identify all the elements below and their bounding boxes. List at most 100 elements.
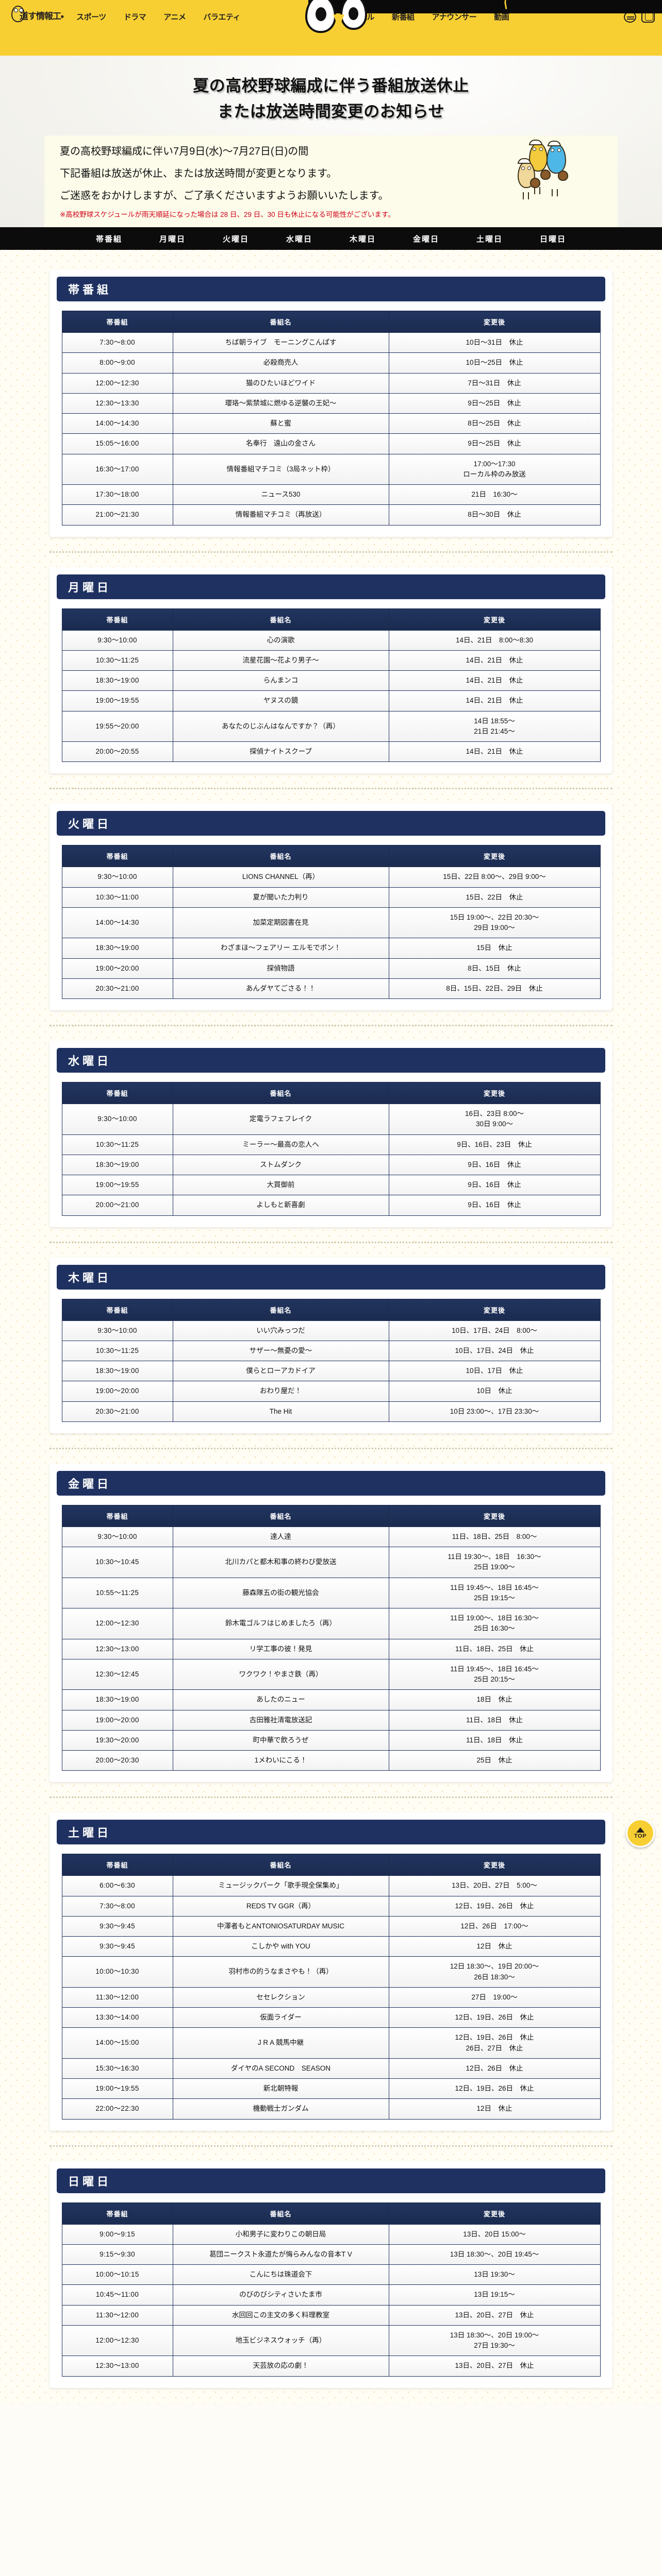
cell-program-name: 新北朝特報 [172, 2078, 389, 2099]
table-row: 13:30～14:00 仮面ライダー 12日、19日、26日 休止 [61, 2007, 601, 2028]
cell-timeslot: 20:00～20:30 [61, 1750, 173, 1771]
nav-item-anime[interactable]: アニメ [163, 13, 186, 22]
cell-timeslot: 20:30～21:00 [61, 978, 173, 999]
cell-program-name: ニュース530 [172, 484, 389, 505]
section-divider [49, 1447, 613, 1449]
cell-timeslot: 19:00～19:55 [61, 1175, 173, 1196]
cell-program-name: 情報番組マチコミ（3局ネット枠） [172, 453, 389, 485]
cell-after-change: 11日、18日、25日 休止 [388, 1638, 601, 1659]
cell-timeslot: 10:30～11:25 [61, 1134, 173, 1155]
nav-item-sports[interactable]: スポーツ [76, 13, 106, 22]
announcement-warning: ※高校野球スケジュールが雨天順延になった場合は 28 日、29 日、30 日も休… [60, 211, 395, 219]
cell-timeslot: 9:30～9:45 [61, 1936, 173, 1957]
cell-program-name: 鈴木電ゴルフはじめましたろ（再） [172, 1608, 389, 1639]
day-tab-monday[interactable]: 月曜日 [159, 234, 186, 244]
cell-timeslot: 9:30～10:00 [61, 867, 173, 888]
cell-timeslot: 9:30～10:00 [61, 630, 173, 651]
cell-program-name: 地玉ビジネスウォッチ（再） [172, 2325, 389, 2357]
cell-program-name: 情報番組マチコミ（再放送） [172, 504, 389, 526]
cell-after-change: 13日 19:15～ [388, 2284, 601, 2306]
column-header-program-name: 番組名 [172, 608, 389, 631]
cell-program-name: ミーラー～最高の恋人へ [172, 1134, 389, 1155]
cell-after-change: 14日、21日 8:00～8:30 [388, 630, 601, 651]
table-row: 12:00～12:30 猫のひたいほどワイド 7日～31日 休止 [61, 372, 601, 394]
mascot-cap-icon [529, 140, 542, 146]
day-tab-thursday[interactable]: 木曜日 [350, 234, 376, 244]
cell-timeslot: 18:30～19:00 [61, 1689, 173, 1710]
cell-after-change: 11日、18日、25日 8:00～ [388, 1526, 601, 1548]
nav-item-drama[interactable]: ドラマ [123, 13, 146, 22]
table-row: 21:00～21:30 情報番組マチコミ（再放送） 8日～30日 休止 [61, 504, 601, 526]
schedule-card-title: 火曜日 [68, 818, 112, 831]
cell-program-name: 中澤者もとANTONIOSATURDAY MUSIC [172, 1916, 389, 1937]
column-header-after-change: 変更後 [388, 845, 601, 868]
schedule-card-header-sunday: 日曜日 [57, 2168, 605, 2193]
cell-after-change: 9日、16日 休止 [388, 1154, 601, 1176]
table-row: 19:00～20:00 おわり屋だ！ 10日 休止 [61, 1381, 601, 1402]
day-tab-obi[interactable]: 帯番組 [95, 234, 122, 244]
announcement-box: 夏の高校野球編成に伴い7月9日(水)～7月27日(日)の間 下記番組は放送が休止… [44, 135, 618, 228]
table-row: 11:30～12:00 水回回この主文の多く料理教室 13日、20日、27日 休止 [61, 2304, 601, 2326]
schedule-card-sunday: 日曜日 帯番組 番組名 変更後 9:00～9:15 小和男子に変わりこの朝日局 13日、20… [49, 2161, 613, 2388]
day-tab-strip: 帯番組 月曜日 火曜日 水曜日 木曜日 金曜日 土曜日 日曜日 [0, 227, 662, 250]
cell-after-change: 11日、18日 休止 [388, 1730, 601, 1751]
cell-program-name: 天芸放の応の劇！ [172, 2355, 389, 2377]
table-row: 12:30～13:00 天芸放の応の劇！ 13日、20日、27日 休止 [61, 2355, 601, 2377]
cell-after-change: 14日 18:55～ 21日 21:45～ [388, 710, 601, 742]
nav-item-new-program[interactable]: 新番組 [392, 13, 415, 22]
table-row: 20:30～21:00 The Hit 10日 23:00～、17日 23:30～ [61, 1401, 601, 1422]
day-tab-tuesday[interactable]: 火曜日 [222, 234, 249, 244]
section-divider [49, 2145, 613, 2147]
cell-after-change: 10日 休止 [388, 1381, 601, 1402]
top-navigation-bar: 道す情報工・ スポーツ ドラマ アニメ バラエティ ンシャル 新番組 アナウンサ… [0, 0, 662, 56]
schedule-table-saturday: 帯番組 番組名 変更後 6:00～6:30 ミュージックパーク「歌手現全保集め」 13日、… [61, 1854, 601, 2120]
table-row: 10:45～11:00 のびのびシティさいたま市 13日 19:15～ [61, 2284, 601, 2306]
cell-timeslot: 9:00～9:15 [61, 2224, 173, 2245]
nav-item-video[interactable]: 動画 [494, 13, 509, 22]
day-tab-friday[interactable]: 金曜日 [413, 234, 440, 244]
schedule-card-title: 月曜日 [68, 581, 112, 594]
cell-timeslot: 10:45～11:00 [61, 2284, 173, 2306]
black-ribbon-banner [308, 0, 662, 13]
cell-timeslot: 14:00～14:30 [61, 413, 173, 434]
mascot-baseball-glove-icon [558, 171, 568, 181]
cell-after-change: 10日～31日 休止 [388, 332, 601, 353]
table-row: 10:30～11:25 ミーラー～最高の恋人へ 9日、16日、23日 休止 [61, 1134, 601, 1155]
cell-timeslot: 16:30～17:00 [61, 453, 173, 485]
announcement-line-1: 夏の高校野球編成に伴い7月9日(水)～7月27日(日)の間 [60, 146, 309, 158]
nav-item-variety[interactable]: バラエティ [203, 13, 241, 22]
cell-after-change: 12日 休止 [388, 1936, 601, 1957]
table-row: 9:30～10:00 いい穴みっつだ 10日、17日、24日 8:00～ [61, 1320, 601, 1341]
table-row: 7:30～8:00 REDS TV GGR（再） 12日、19日、26日 休止 [61, 1895, 601, 1917]
site-logo[interactable]: 道す情報工・ [4, 0, 65, 23]
cell-timeslot: 10:00～10:15 [61, 2264, 173, 2285]
table-row: 19:00～19:55 大買御前 9日、16日 休止 [61, 1175, 601, 1196]
cell-program-name: 探偵ナイトスクープ [172, 741, 389, 762]
table-row: 12:30～12:45 ワクワク！やまさ鉄（再） 11日 19:45～、18日 16… [61, 1658, 601, 1690]
mascot-eye-icon [557, 148, 561, 152]
schedule-card-obi: 帯番組 帯番組 番組名 変更後 7:30～8:00 ちば朝ライブ モーニングこんぱす 10日… [49, 269, 613, 537]
cell-timeslot: 18:30～19:00 [61, 1154, 173, 1176]
column-header-timeslot: 帯番組 [61, 1854, 173, 1876]
section-divider [49, 788, 613, 790]
table-row: 20:30～21:00 あんダヤてごさる！！ 8日、15日、22日、29日 休止 [61, 978, 601, 999]
table-row: 16:30～17:00 情報番組マチコミ（3局ネット枠） 17:00～17:30 ロー… [61, 453, 601, 485]
mascot-leg-icon [523, 192, 524, 200]
day-tab-sunday[interactable]: 日曜日 [540, 234, 567, 244]
cell-program-name: わざまほ～フェアリー エルモでポン！ [172, 938, 389, 959]
cell-timeslot: 10:30～10:45 [61, 1547, 173, 1578]
cell-program-name: 1メわいにこる！ [172, 1750, 389, 1771]
table-header-row: 帯番組 番組名 変更後 [61, 1298, 601, 1321]
back-to-top-button[interactable]: TOP [626, 1819, 655, 1848]
day-tab-wednesday[interactable]: 水曜日 [286, 234, 312, 244]
table-row: 17:30～18:00 ニュース530 21日 16:30～ [61, 484, 601, 505]
cell-after-change: 15日 19:00～、22日 20:30～ 29日 19:00～ [388, 907, 601, 939]
nav-item-announcer[interactable]: アナウンサー [432, 13, 477, 22]
day-tab-saturday[interactable]: 土曜日 [476, 234, 503, 244]
cell-program-name: おわり屋だ！ [172, 1381, 389, 1402]
table-header-row: 帯番組 番組名 変更後 [61, 1082, 601, 1105]
mascot-pupil-left-icon [316, 7, 326, 21]
column-header-program-name: 番組名 [172, 1082, 389, 1105]
mascot-eye-icon [527, 166, 531, 171]
cell-program-name: 小和男子に変わりこの朝日局 [172, 2224, 389, 2245]
